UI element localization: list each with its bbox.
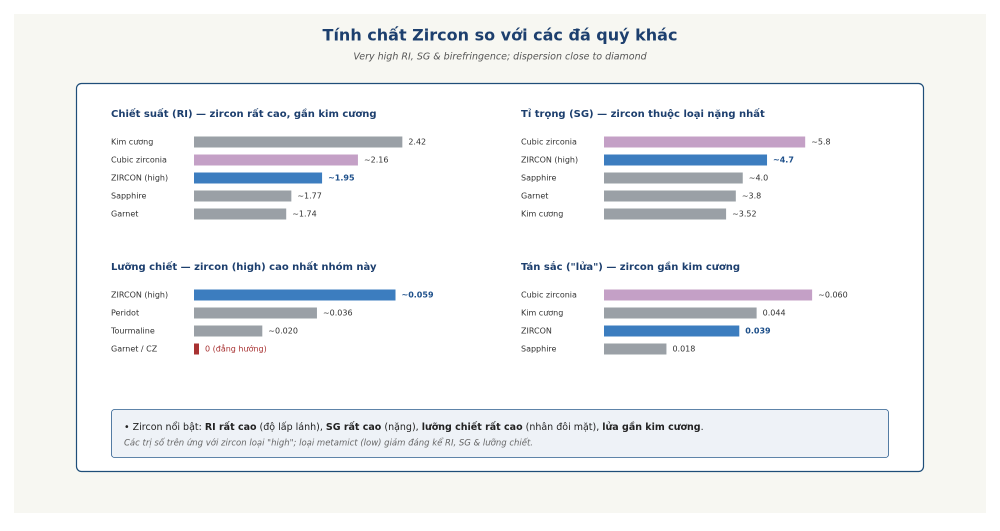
category-label: ZIRCON (high) [111,174,168,183]
bar [194,172,323,184]
category-label: Sapphire [521,345,557,354]
value-label: ~4.7 [773,156,794,165]
bar [194,190,292,202]
category-label: Garnet [521,192,548,201]
bar [604,208,727,220]
note-text: lưỡng chiết rất cao [422,422,523,433]
category-label: Kim cương [521,309,563,318]
note-text: SG rất cao [326,422,382,433]
note-text: RI rất cao [205,422,257,433]
chart-title: Chiết suất (RI) — zircon rất cao, gần ki… [111,107,377,120]
category-label: Cubic zirconia [521,138,577,147]
value-label: ~3.8 [742,192,761,201]
subtitle: Very high RI, SG & birefringence; disper… [353,52,647,63]
category-label: Sapphire [111,192,147,201]
note-text: lửa gần kim cương [602,422,700,433]
value-label: 0.044 [763,309,786,318]
bar [194,307,317,319]
bar [194,208,287,220]
category-label: Tourmaline [110,327,155,336]
bar [604,172,743,184]
value-label: ~1.77 [297,192,322,201]
bar [194,154,358,166]
bar [604,190,736,202]
value-label: ~2.16 [364,156,389,165]
category-label: Garnet / CZ [111,345,158,354]
category-label: Cubic zirconia [111,156,167,165]
note-text: (nặng), [381,422,421,433]
note-box [111,409,889,458]
value-label: ~1.95 [328,174,355,183]
bar [604,154,768,166]
value-label: ~1.74 [292,210,317,219]
category-label: ZIRCON (high) [111,291,168,300]
value-label: ~0.059 [402,291,434,300]
value-label: ~5.8 [811,138,830,147]
note-caption: Các trị số trên ứng với zircon loại "hig… [124,438,533,449]
value-label: ~0.036 [323,309,353,318]
value-label: ~0.020 [268,327,298,336]
bar [604,289,813,301]
chart-title: Tỉ trọng (SG) — zircon thuộc loại nặng n… [521,107,765,120]
title: Tính chất Zircon so với các đá quý khác [323,26,678,45]
value-label: 0.018 [672,345,695,354]
value-label: 2.42 [408,138,426,147]
bar [604,136,806,148]
value-label: ~4.0 [749,174,768,183]
category-label: Kim cương [521,210,563,219]
bar [194,325,263,337]
bar [194,343,199,355]
note-text: . [701,422,704,433]
chart-title: Tán sắc ("lửa") — zircon gần kim cương [521,260,740,273]
chart-title: Lưỡng chiết — zircon (high) cao nhất nhó… [111,260,377,273]
value-label: 0.039 [745,327,771,336]
category-label: Cubic zirconia [521,291,577,300]
value-label: 0 (đẳng hướng) [205,344,267,354]
note-text: (độ lấp lánh), [257,422,326,433]
bar [194,289,396,301]
category-label: Peridot [111,309,139,318]
value-label: ~3.52 [732,210,757,219]
category-label: ZIRCON (high) [521,156,578,165]
bar [194,136,403,148]
bar [604,343,667,355]
bar [604,325,740,337]
category-label: Sapphire [521,174,557,183]
bar [604,307,757,319]
category-label: ZIRCON [521,327,552,336]
category-label: Garnet [111,210,138,219]
note-text: • Zircon nổi bật: [124,422,205,433]
category-label: Kim cương [111,138,153,147]
note: • Zircon nổi bật: RI rất cao (độ lấp lán… [124,422,704,433]
note-text: (nhân đôi mặt), [523,422,603,433]
value-label: ~0.060 [818,291,848,300]
